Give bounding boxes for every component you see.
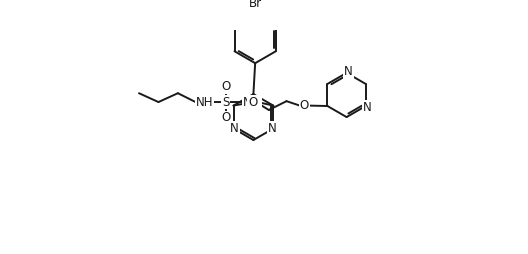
Text: NH: NH [243, 96, 261, 108]
Text: O: O [299, 99, 309, 112]
Text: Br: Br [249, 0, 262, 10]
Text: O: O [221, 80, 230, 93]
Text: N: N [363, 101, 372, 114]
Text: O: O [221, 112, 230, 124]
Text: N: N [230, 122, 239, 135]
Text: S: S [222, 96, 229, 108]
Text: O: O [248, 97, 258, 109]
Text: N: N [268, 122, 277, 135]
Text: N: N [344, 65, 353, 78]
Text: NH: NH [196, 96, 213, 108]
